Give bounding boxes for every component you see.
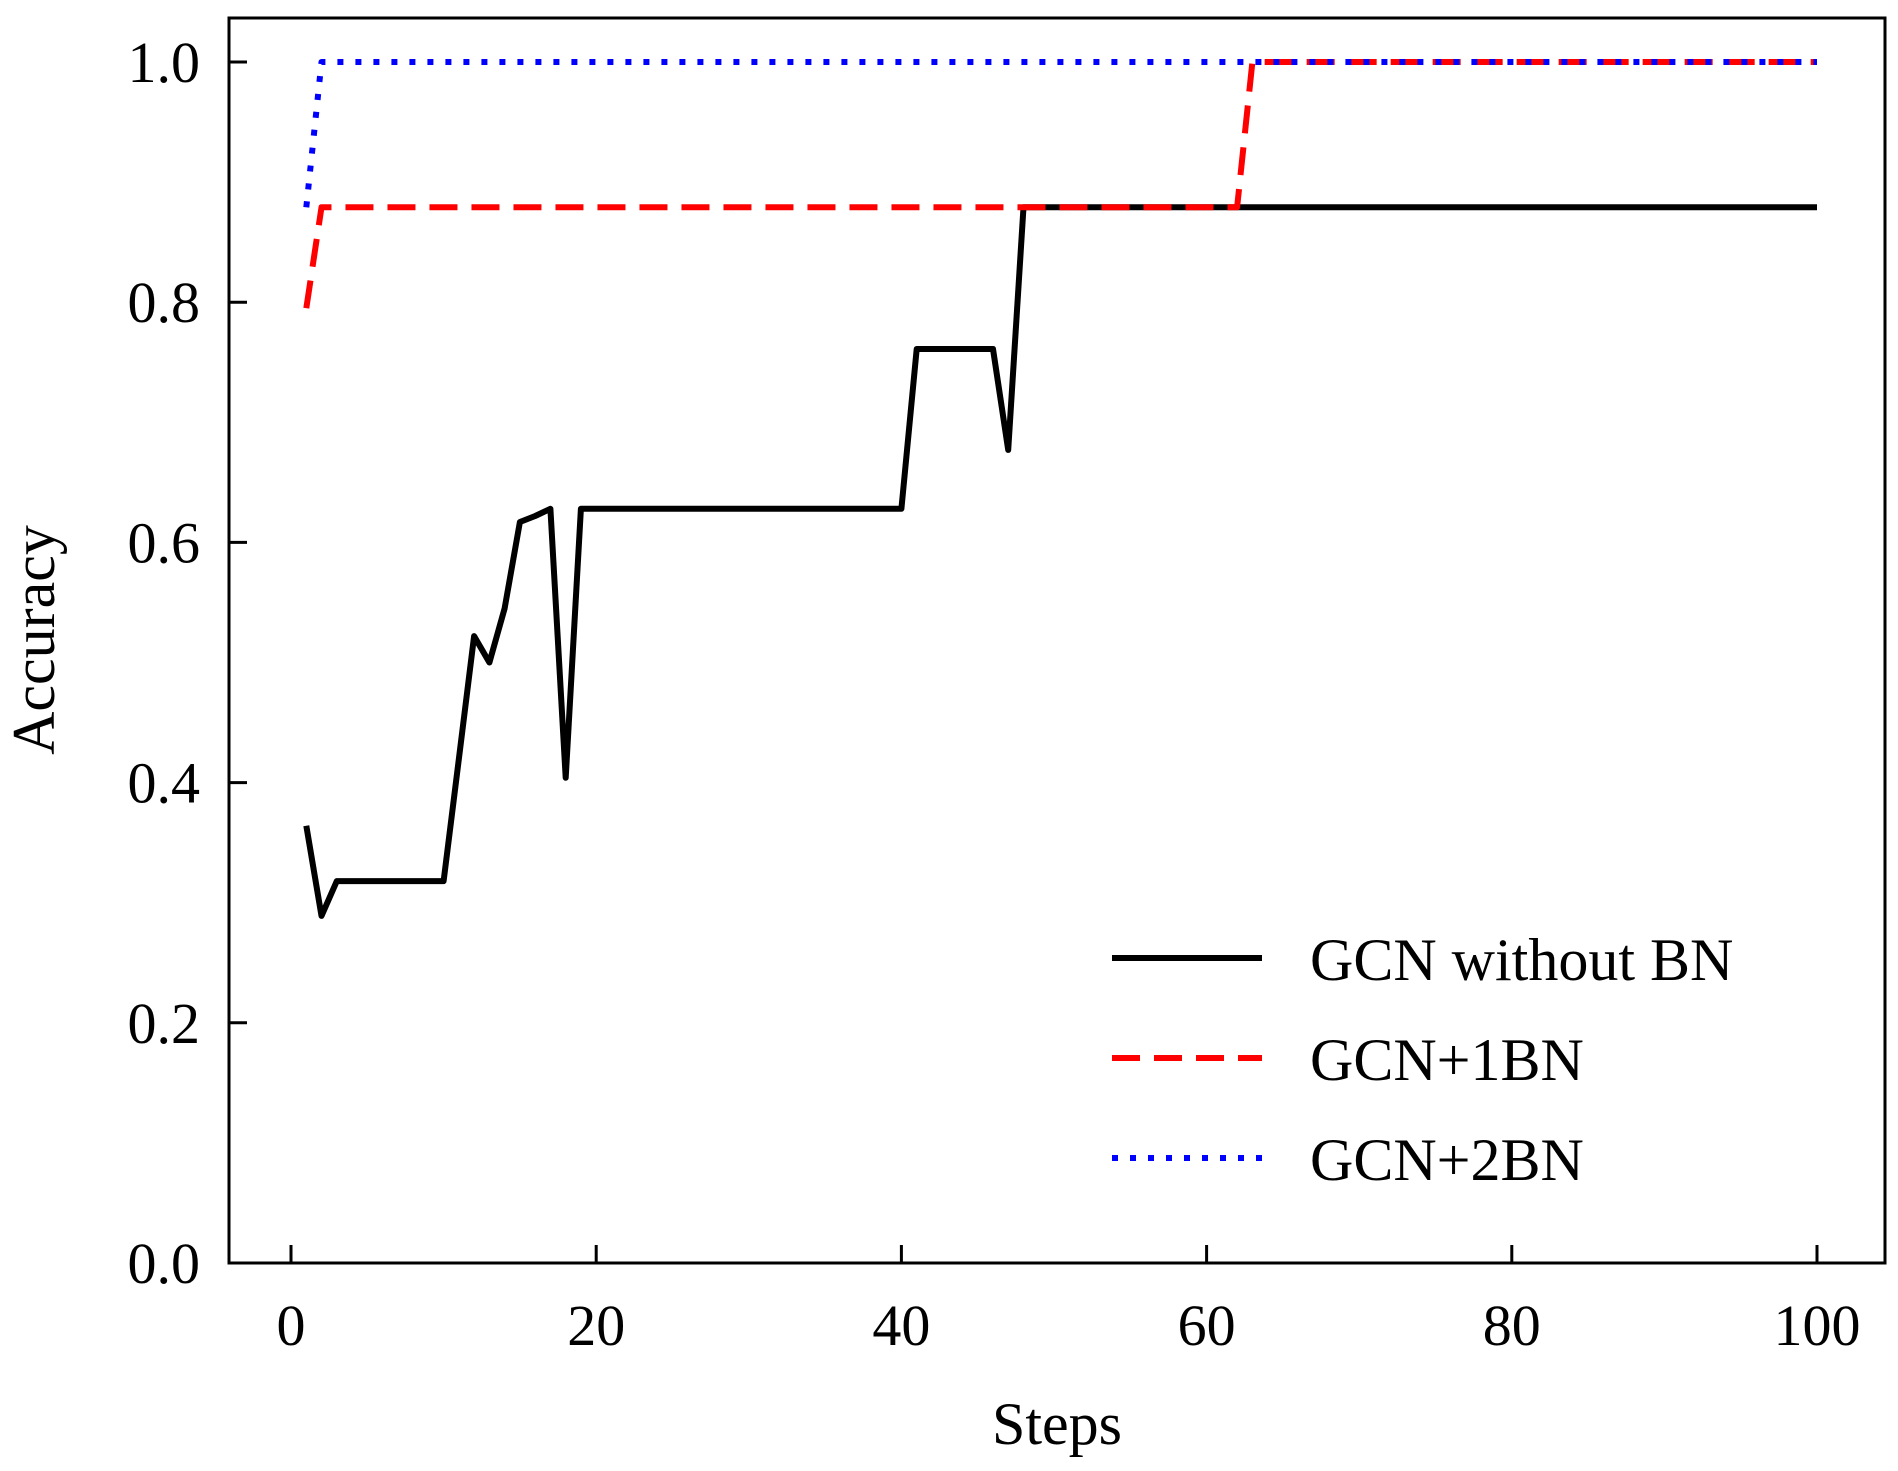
x-tick-label: 20	[567, 1293, 625, 1358]
y-tick-label: 1.0	[128, 30, 201, 95]
legend-label-gcn-1bn: GCN+1BN	[1310, 1027, 1584, 1093]
axis-ticks: 0 20 40 60 80 100 0.0 0.2 0.4 0.6 0.8 1.0	[128, 30, 1861, 1358]
legend-label-gcn-without-bn: GCN without BN	[1310, 927, 1733, 993]
x-tick-label: 100	[1774, 1293, 1861, 1358]
x-axis-label: Steps	[992, 1391, 1122, 1457]
legend-label-gcn-2bn: GCN+2BN	[1310, 1127, 1584, 1193]
series-line-gcn-1bn	[303, 59, 1817, 309]
x-tick-label: 60	[1178, 1293, 1236, 1358]
series-line-gcn-2bn	[303, 59, 1817, 208]
x-tick-label: 0	[277, 1293, 306, 1358]
y-axis-label: Accuracy	[1, 525, 67, 755]
y-tick-label: 0.2	[128, 991, 201, 1056]
y-tick-label: 0.6	[128, 510, 201, 575]
y-tick-label: 0.0	[128, 1231, 201, 1296]
y-tick-label: 0.4	[128, 751, 201, 816]
legend: GCN without BN GCN+1BN GCN+2BN	[1112, 927, 1733, 1193]
plot-frame	[227, 16, 1887, 1265]
series-line-gcn-without-bn	[303, 204, 1817, 919]
y-tick-label: 0.8	[128, 270, 201, 335]
series-lines	[303, 59, 1817, 919]
x-tick-label: 40	[872, 1293, 930, 1358]
x-tick-label: 80	[1483, 1293, 1541, 1358]
